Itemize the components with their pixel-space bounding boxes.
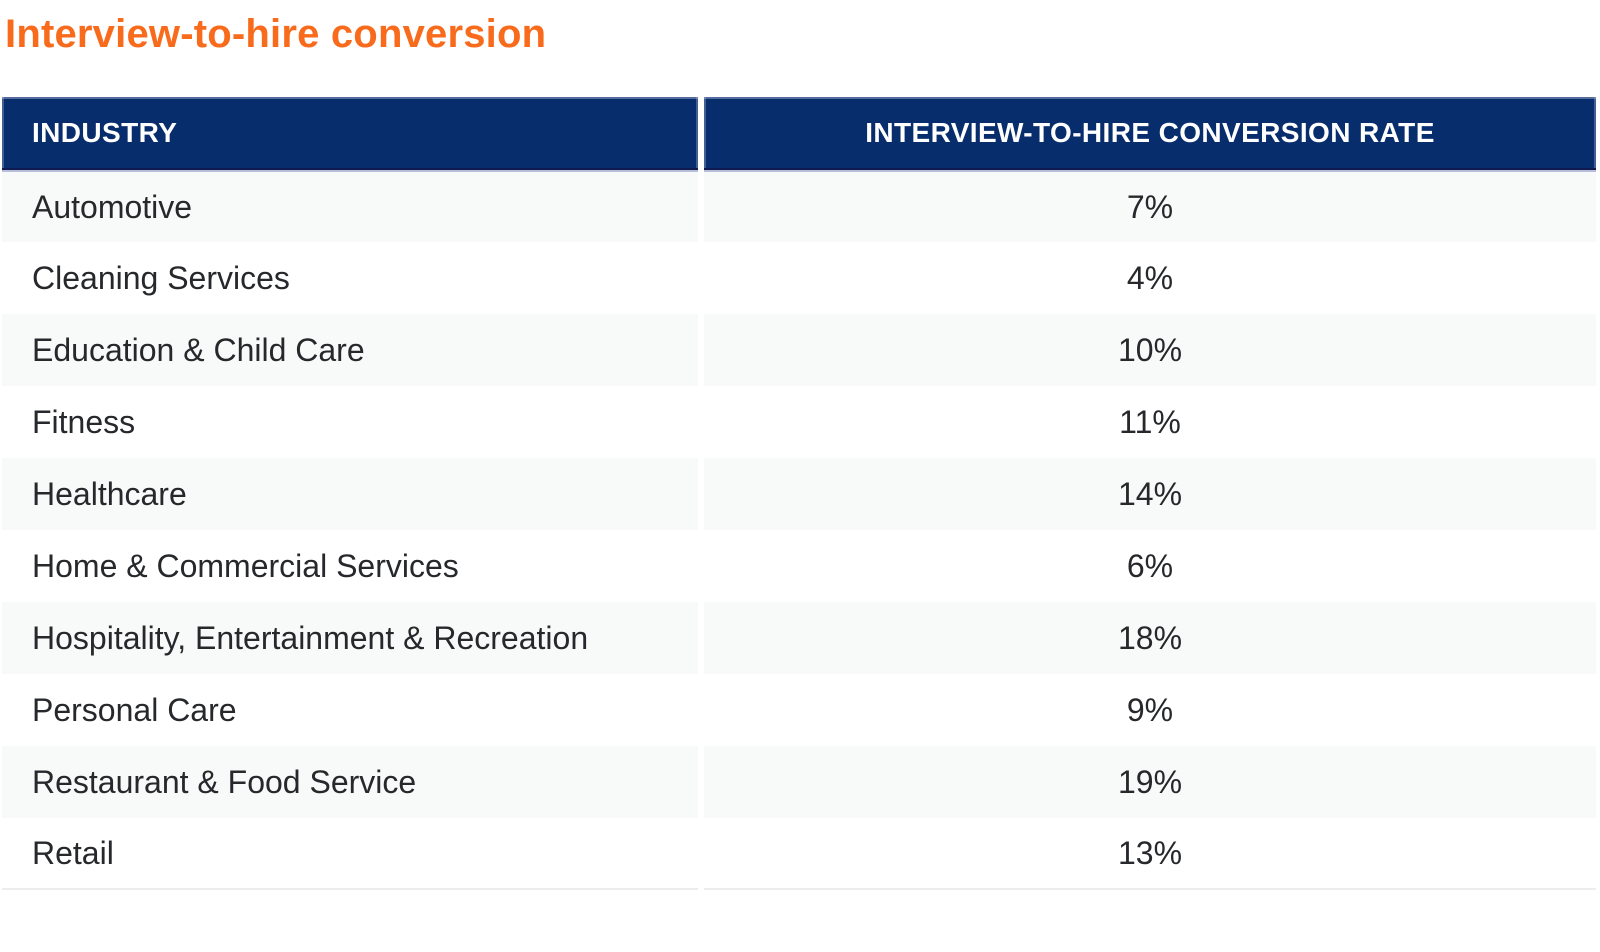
industry-cell: Education & Child Care [2, 314, 698, 386]
industry-cell: Retail [2, 818, 698, 890]
rate-cell: 19% [704, 746, 1596, 818]
rate-cell: 10% [704, 314, 1596, 386]
industry-cell: Personal Care [2, 674, 698, 746]
column-header-industry: INDUSTRY [2, 97, 698, 170]
industry-cell: Hospitality, Entertainment & Recreation [2, 602, 698, 674]
rate-cell: 4% [704, 242, 1596, 314]
industry-cell: Restaurant & Food Service [2, 746, 698, 818]
rate-cell: 14% [704, 458, 1596, 530]
rate-cell: 9% [704, 674, 1596, 746]
industry-cell: Healthcare [2, 458, 698, 530]
conversion-table: INDUSTRY INTERVIEW-TO-HIRE CONVERSION RA… [2, 97, 1596, 890]
rate-cell: 7% [704, 170, 1596, 242]
rate-cell: 13% [704, 818, 1596, 890]
industry-cell: Cleaning Services [2, 242, 698, 314]
column-header-conversion-rate: INTERVIEW-TO-HIRE CONVERSION RATE [704, 97, 1596, 170]
page-title: Interview-to-hire conversion [5, 12, 547, 56]
industry-cell: Home & Commercial Services [2, 530, 698, 602]
rate-cell: 6% [704, 530, 1596, 602]
industry-cell: Automotive [2, 170, 698, 242]
rate-cell: 18% [704, 602, 1596, 674]
industry-cell: Fitness [2, 386, 698, 458]
rate-cell: 11% [704, 386, 1596, 458]
